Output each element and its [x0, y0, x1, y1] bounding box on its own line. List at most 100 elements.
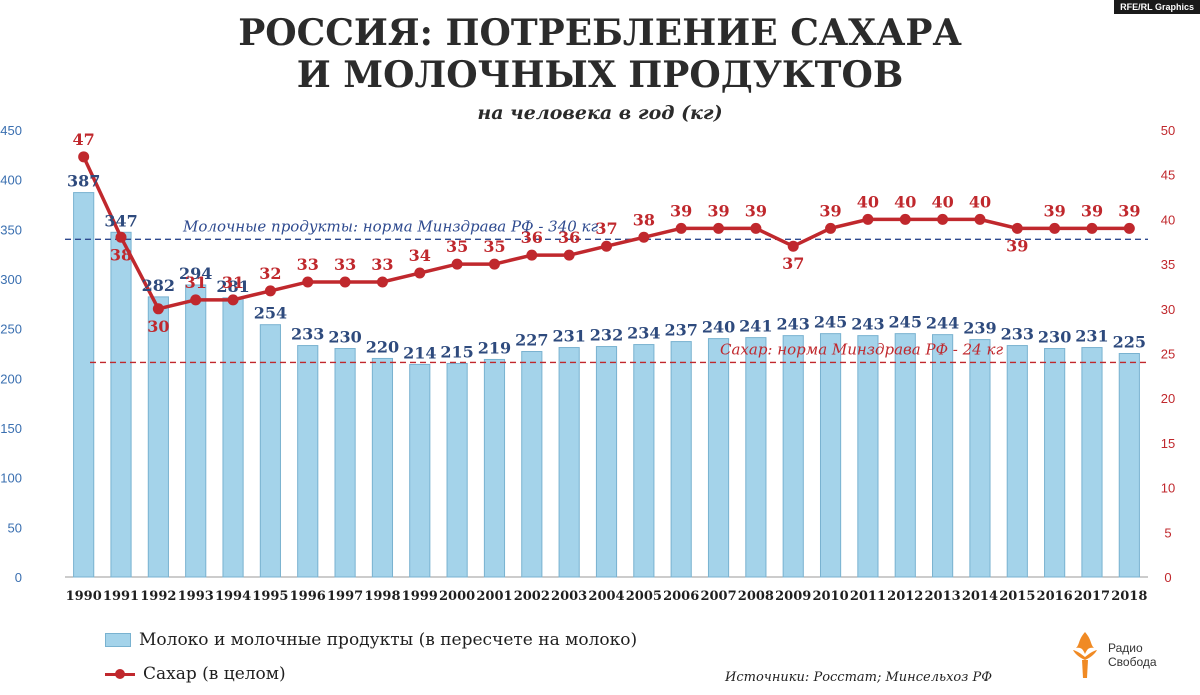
dairy-data-label: 245 [814, 313, 847, 332]
dairy-bar [222, 297, 244, 578]
sugar-data-label: 36 [558, 228, 580, 247]
dairy-bar [446, 362, 468, 578]
dairy-bar [334, 348, 356, 578]
x-tick-label: 2008 [738, 589, 774, 604]
y-right-tick-label: 50 [1161, 123, 1175, 138]
sugar-point [675, 222, 687, 234]
dairy-data-label: 227 [515, 331, 548, 350]
sugar-data-label: 34 [409, 246, 431, 265]
dairy-bar [969, 339, 991, 578]
dairy-bar [110, 231, 132, 578]
dairy-data-label: 231 [1075, 327, 1108, 346]
x-tick-label: 1999 [402, 589, 438, 604]
sugar-point [451, 258, 463, 270]
sugar-point [227, 294, 239, 306]
y-right-tick-label: 15 [1161, 436, 1175, 451]
sugar-point [376, 276, 388, 288]
sugar-data-label: 40 [894, 192, 916, 211]
y-left-tick-label: 250 [0, 322, 22, 337]
dairy-bar [1006, 345, 1028, 578]
dairy-data-label: 230 [328, 328, 361, 347]
sugar-point [414, 267, 426, 279]
dairy-data-label: 244 [926, 314, 959, 333]
x-tick-label: 1995 [252, 589, 288, 604]
y-right-tick-label: 5 [1164, 525, 1171, 540]
torch-icon [1073, 632, 1097, 678]
x-tick-label: 2002 [514, 589, 550, 604]
x-tick-label: 2011 [850, 589, 886, 604]
sugar-data-label: 47 [73, 130, 95, 149]
dairy-data-label: 220 [366, 337, 399, 356]
x-tick-label: 2009 [775, 589, 811, 604]
y-left-tick-label: 50 [8, 520, 22, 535]
y-right-tick-label: 25 [1161, 347, 1175, 362]
dairy-data-label: 233 [1001, 325, 1034, 344]
dairy-norm-label: Молочные продукты: норма Минздрава РФ - … [182, 217, 599, 235]
x-tick-label: 1992 [140, 589, 176, 604]
y-right-tick-label: 40 [1161, 212, 1175, 227]
sugar-data-label: 35 [446, 237, 468, 256]
radio-svoboda-logo: Радио Свобода [1068, 630, 1157, 680]
sugar-point [264, 285, 276, 297]
dairy-data-label: 225 [1113, 333, 1146, 352]
dairy-bar [73, 192, 95, 578]
x-tick-label: 2004 [588, 589, 624, 604]
x-tick-label: 2001 [476, 589, 512, 604]
sugar-point [1011, 222, 1023, 234]
sugar-data-label: 32 [259, 264, 281, 283]
dairy-bar [595, 346, 618, 578]
x-tick-label: 1994 [215, 589, 251, 604]
x-tick-label: 2015 [999, 589, 1035, 604]
sugar-point [787, 240, 799, 252]
y-right-tick-label: 45 [1161, 168, 1175, 183]
x-tick-label: 2013 [925, 589, 961, 604]
sugar-data-label: 40 [969, 192, 991, 211]
y-left-tick-label: 100 [0, 471, 22, 486]
x-tick-label: 2010 [812, 589, 848, 604]
legend-item-dairy: Молоко и молочные продукты (в пересчете … [105, 630, 637, 650]
x-tick-label: 1997 [327, 589, 363, 604]
sugar-data-label: 35 [483, 237, 505, 256]
dairy-bar [857, 335, 879, 578]
sugar-data-label: 40 [857, 192, 879, 211]
y-right-tick-label: 35 [1161, 257, 1175, 272]
dairy-data-label: 282 [142, 276, 175, 295]
sugar-point [825, 222, 837, 234]
dairy-data-label: 237 [664, 321, 697, 340]
dairy-data-label: 254 [254, 304, 287, 323]
x-tick-label: 2007 [700, 589, 736, 604]
sugar-point [115, 231, 127, 243]
dairy-data-label: 241 [739, 317, 772, 336]
legend-bar-swatch [105, 633, 131, 647]
sugar-data-label: 39 [745, 201, 767, 220]
dairy-bar [745, 337, 767, 578]
sugar-data-label: 33 [334, 255, 356, 274]
dairy-data-label: 230 [1038, 328, 1071, 347]
dairy-data-label: 243 [777, 315, 810, 334]
sugar-data-label: 37 [595, 219, 617, 238]
x-tick-label: 2005 [626, 589, 662, 604]
y-right-tick-label: 30 [1161, 302, 1175, 317]
dairy-bar [894, 333, 916, 578]
dairy-bar [259, 324, 281, 578]
sugar-data-label: 38 [110, 245, 132, 264]
chart-subtitle: на человека в год (кг) [477, 102, 723, 124]
dairy-data-label: 281 [216, 277, 249, 296]
dairy-bar [1044, 348, 1066, 578]
sugar-point [713, 222, 725, 234]
sugar-data-label: 38 [633, 210, 655, 229]
x-tick-label: 1991 [103, 589, 139, 604]
sugar-data-label: 33 [371, 255, 393, 274]
y-left-tick-label: 450 [0, 123, 22, 138]
dairy-data-label: 234 [627, 324, 660, 343]
legend-item-sugar: Сахар (в целом) [105, 664, 286, 684]
sugar-data-label: 39 [1006, 236, 1028, 255]
sugar-point [1049, 222, 1061, 234]
x-tick-label: 1998 [364, 589, 400, 604]
dairy-data-label: 233 [291, 325, 324, 344]
dairy-data-label: 294 [179, 264, 212, 283]
dairy-bar [1118, 353, 1140, 578]
y-right-tick-label: 20 [1161, 391, 1175, 406]
dairy-data-label: 347 [104, 211, 137, 230]
